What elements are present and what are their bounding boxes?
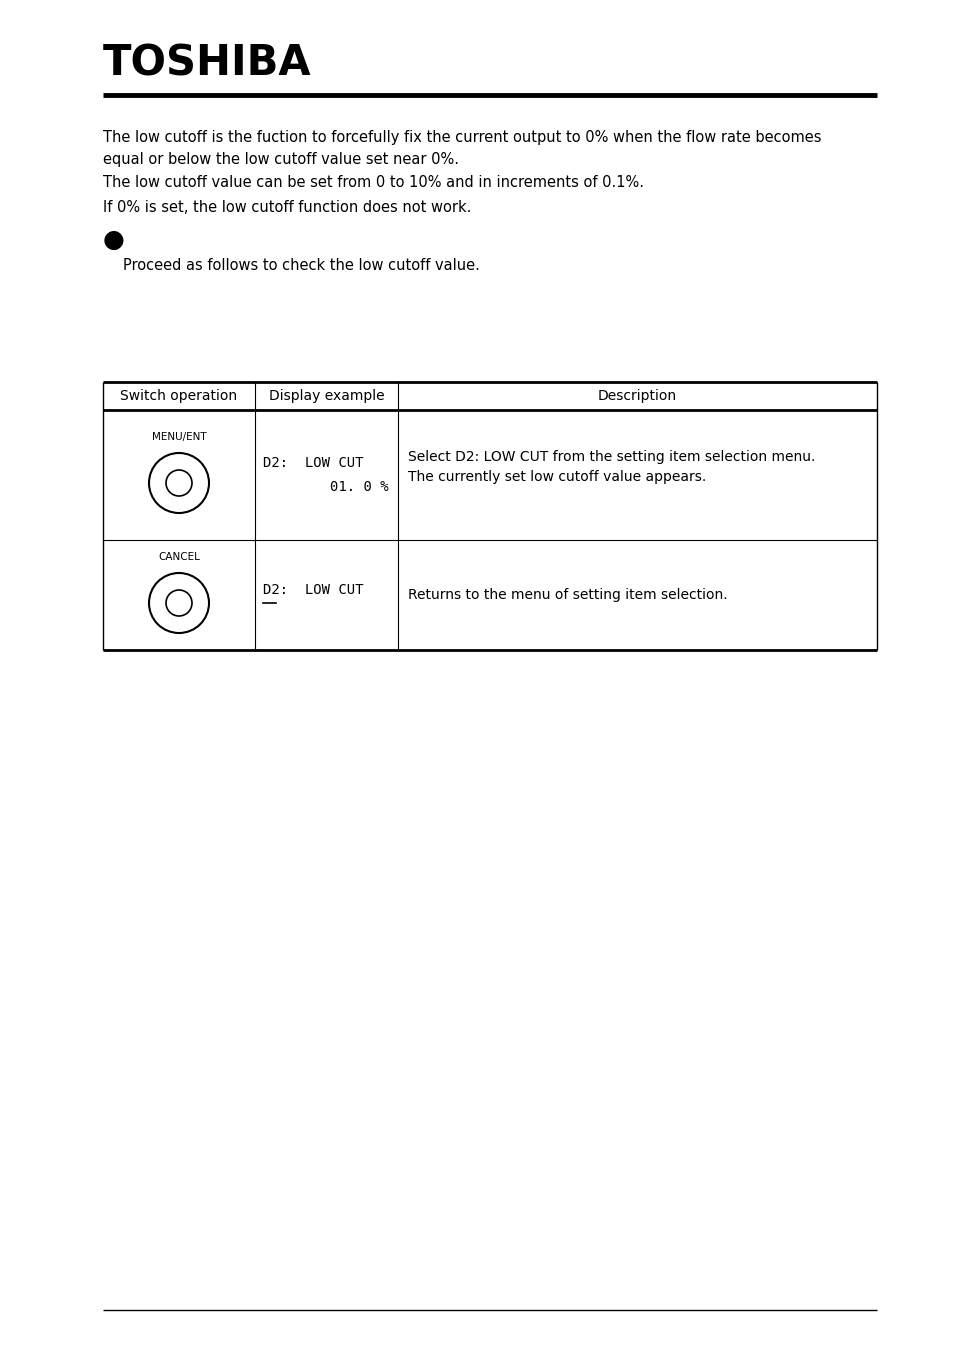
Text: Description: Description [598, 389, 677, 404]
Text: CANCEL: CANCEL [158, 552, 200, 562]
Text: D2:  LOW CUT: D2: LOW CUT [263, 456, 363, 470]
Text: The low cutoff is the fuction to forcefully fix the current output to 0% when th: The low cutoff is the fuction to forcefu… [103, 130, 821, 167]
Text: 01. 0 %: 01. 0 % [263, 481, 388, 494]
Text: TOSHIBA: TOSHIBA [103, 43, 312, 85]
Text: Switch operation: Switch operation [120, 389, 237, 404]
Text: D2:  LOW CUT: D2: LOW CUT [263, 583, 363, 597]
Text: Display example: Display example [269, 389, 384, 404]
Text: MENU/ENT: MENU/ENT [152, 432, 206, 441]
Text: Select D2: LOW CUT from the setting item selection menu.
The currently set low c: Select D2: LOW CUT from the setting item… [408, 450, 815, 485]
Text: The low cutoff value can be set from 0 to 10% and in increments of 0.1%.: The low cutoff value can be set from 0 t… [103, 176, 643, 190]
Text: Proceed as follows to check the low cutoff value.: Proceed as follows to check the low cuto… [123, 258, 479, 273]
Text: ●: ● [103, 228, 125, 252]
Text: If 0% is set, the low cutoff function does not work.: If 0% is set, the low cutoff function do… [103, 200, 471, 215]
Text: Returns to the menu of setting item selection.: Returns to the menu of setting item sele… [408, 589, 727, 602]
